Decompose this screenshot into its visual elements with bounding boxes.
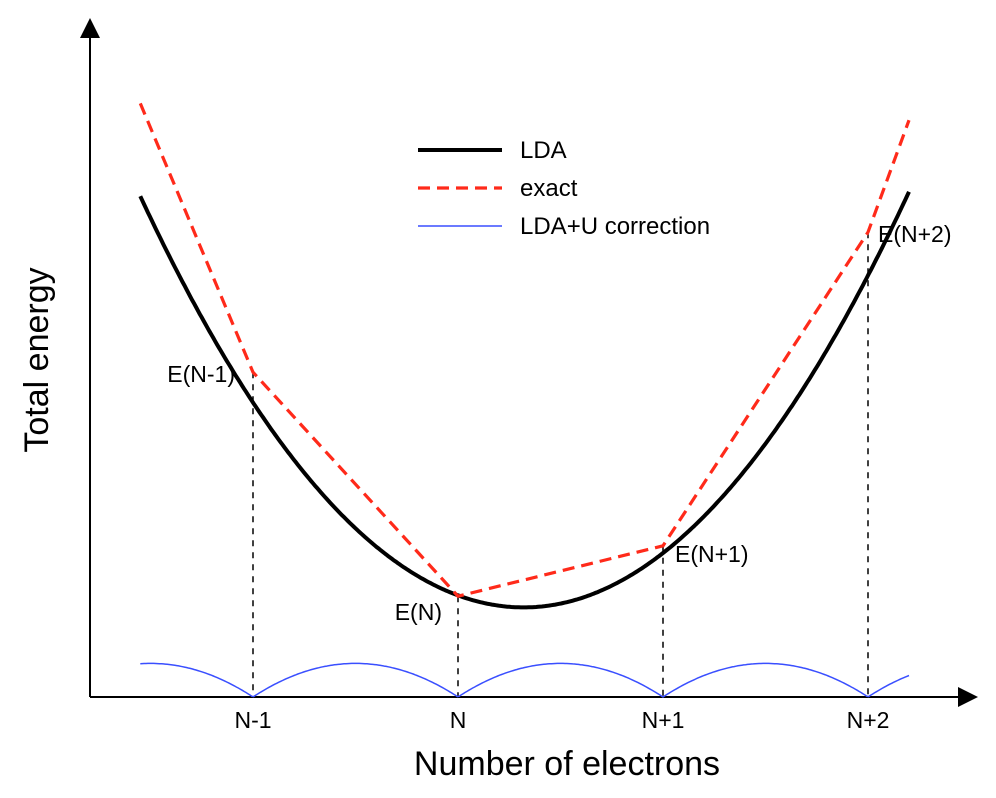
x-tick-label: N+1	[642, 707, 685, 733]
series-exact	[138, 102, 911, 598]
point-annotation: E(N+1)	[675, 541, 749, 567]
point-annotation: E(N+2)	[878, 221, 952, 247]
legend-label: LDA+U correction	[520, 213, 710, 240]
x-tick-label: N+2	[847, 707, 890, 733]
legend-label: LDA	[520, 137, 567, 164]
x-tick-label: N-1	[234, 707, 271, 733]
x-axis-title: Number of electrons	[414, 745, 720, 783]
point-annotations: E(N-1) E(N) E(N+1) E(N+2)	[167, 221, 951, 625]
point-annotation: E(N)	[395, 599, 442, 625]
x-tick-label: N	[450, 707, 467, 733]
series-lda	[138, 190, 911, 610]
legend: LDA exact LDA+U correction	[418, 137, 710, 240]
legend-label: exact	[520, 175, 578, 202]
y-axis-title: Total energy	[18, 267, 56, 452]
series-lda-u-correction	[140, 662, 910, 698]
drop-lines	[252, 232, 869, 697]
point-annotation: E(N-1)	[167, 361, 235, 387]
x-tick-labels: N-1 N N+1 N+2	[234, 707, 889, 733]
series-layer	[138, 102, 911, 698]
